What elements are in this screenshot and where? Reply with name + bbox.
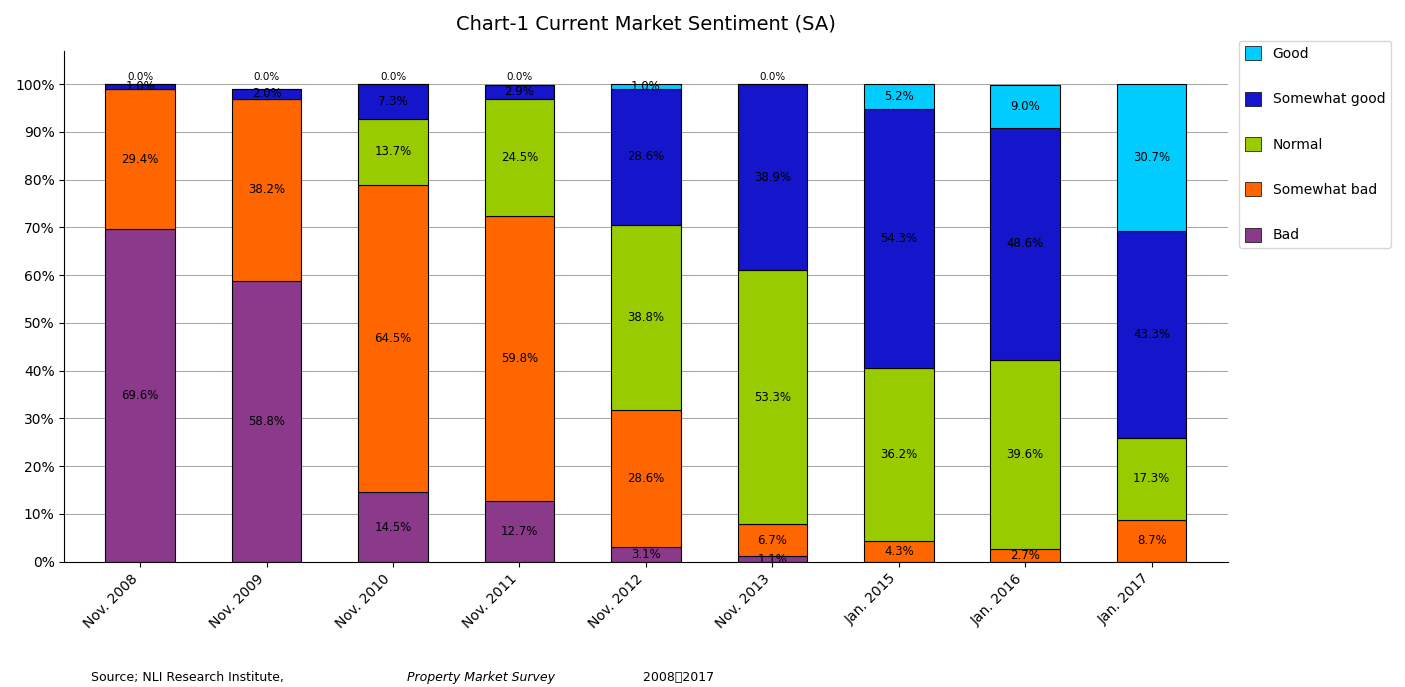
Bar [105,89,174,229]
Bar [232,89,301,98]
Bar [738,556,806,562]
Text: 48.6%: 48.6% [1006,237,1044,250]
Bar [864,541,933,562]
Bar [611,89,680,225]
Text: 17.3%: 17.3% [1132,473,1170,485]
Text: 24.5%: 24.5% [500,150,538,164]
Bar [1117,520,1186,562]
Text: 43.3%: 43.3% [1134,328,1170,341]
Bar [991,85,1059,128]
Bar [864,85,933,109]
Bar [738,270,806,524]
Text: 36.2%: 36.2% [880,448,917,461]
Bar [105,85,174,89]
Text: 1.0%: 1.0% [631,80,660,93]
Text: 13.7%: 13.7% [374,146,412,158]
Bar [232,281,301,562]
Text: 53.3%: 53.3% [754,391,791,404]
Text: 4.3%: 4.3% [884,545,913,558]
Text: 12.7%: 12.7% [500,525,538,538]
Text: 28.6%: 28.6% [627,472,665,485]
Bar [611,225,680,410]
Bar [232,98,301,281]
Bar [358,119,427,185]
Bar [485,98,554,216]
Bar [611,410,680,547]
Bar [864,368,933,541]
Text: 5.2%: 5.2% [884,90,913,103]
Bar [105,229,174,562]
Text: 2.7%: 2.7% [1010,549,1040,562]
Bar [485,216,554,501]
Text: 38.8%: 38.8% [628,311,665,324]
Text: 0.0%: 0.0% [126,72,153,82]
Text: 14.5%: 14.5% [374,521,412,534]
Text: 64.5%: 64.5% [374,332,412,345]
Text: 69.6%: 69.6% [121,389,159,402]
Text: 54.3%: 54.3% [881,232,917,245]
Bar [485,501,554,562]
Text: 30.7%: 30.7% [1134,151,1170,164]
Bar [1117,231,1186,438]
Text: 1.1%: 1.1% [757,552,787,565]
Text: 7.3%: 7.3% [378,95,407,108]
Bar [864,109,933,368]
Text: 9.0%: 9.0% [1010,100,1040,113]
Text: 3.1%: 3.1% [631,548,660,561]
Text: 2.0%: 2.0% [251,87,281,100]
Bar [738,85,806,270]
Bar [358,185,427,493]
Bar [358,85,427,119]
Bar [611,547,680,562]
Text: 39.6%: 39.6% [1006,448,1044,461]
Bar [1117,438,1186,520]
Text: 0.0%: 0.0% [759,72,785,82]
Bar [738,524,806,556]
Bar [485,85,554,98]
Bar [991,128,1059,360]
Text: 2.9%: 2.9% [504,85,534,98]
Text: 6.7%: 6.7% [757,534,787,547]
Text: 38.2%: 38.2% [249,183,285,196]
Bar [611,84,680,89]
Text: Source; NLI Research Institute,: Source; NLI Research Institute, [91,671,292,684]
Bar [991,549,1059,562]
Text: 29.4%: 29.4% [121,153,159,166]
Text: 59.8%: 59.8% [502,352,538,365]
Text: 2008～2017: 2008～2017 [639,671,714,684]
Bar [358,493,427,562]
Text: 38.9%: 38.9% [754,170,791,183]
Bar [1117,85,1186,231]
Text: 8.7%: 8.7% [1137,534,1166,548]
Title: Chart-1 Current Market Sentiment (SA): Chart-1 Current Market Sentiment (SA) [457,15,836,34]
Legend: Good, Somewhat good, Normal, Somewhat bad, Bad: Good, Somewhat good, Normal, Somewhat ba… [1239,41,1391,248]
Text: 0.0%: 0.0% [253,72,280,82]
Bar [991,360,1059,549]
Text: 0.0%: 0.0% [506,72,532,82]
Text: Property Market Survey: Property Market Survey [407,671,555,684]
Text: 58.8%: 58.8% [249,415,285,428]
Text: 0.0%: 0.0% [379,72,406,82]
Text: 28.6%: 28.6% [627,150,665,164]
Text: 1.0%: 1.0% [125,80,155,93]
